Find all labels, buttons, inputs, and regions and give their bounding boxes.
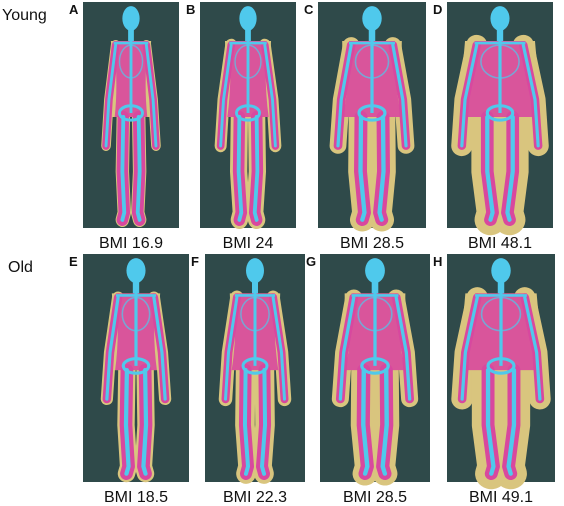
bone-leg bbox=[377, 114, 386, 222]
pelvis bbox=[485, 104, 515, 122]
pelvis bbox=[241, 357, 269, 375]
bmi-caption: BMI 28.5 bbox=[340, 235, 404, 252]
panel-letter: F bbox=[191, 254, 199, 269]
bone-arm bbox=[460, 43, 479, 148]
bone-leg bbox=[505, 114, 515, 222]
bmi-caption: BMI 24 bbox=[223, 235, 274, 252]
pelvis bbox=[235, 104, 261, 122]
bone-arm bbox=[224, 295, 239, 401]
ribcage bbox=[354, 44, 390, 79]
bone-leg bbox=[236, 114, 244, 222]
bone-arm bbox=[152, 295, 167, 401]
neck bbox=[368, 28, 376, 42]
panel-letter: H bbox=[433, 254, 442, 269]
panel-letter: E bbox=[69, 254, 78, 269]
bone-arm bbox=[521, 43, 540, 148]
bone-arm bbox=[391, 43, 408, 148]
panel-letter: D bbox=[433, 2, 442, 17]
body-scan bbox=[218, 258, 292, 484]
ribcage bbox=[118, 44, 144, 79]
bone-leg bbox=[260, 367, 268, 476]
bmi-caption: BMI 49.1 bbox=[469, 489, 533, 506]
bone-leg bbox=[361, 367, 370, 476]
bone-arm bbox=[144, 43, 158, 148]
head bbox=[239, 6, 257, 31]
head bbox=[122, 6, 140, 31]
row-label: Old bbox=[8, 259, 33, 276]
head bbox=[490, 6, 510, 31]
ribcage bbox=[234, 44, 262, 79]
head bbox=[126, 258, 146, 284]
neck bbox=[371, 280, 379, 294]
bone-leg bbox=[485, 367, 496, 476]
bone-arm bbox=[460, 295, 479, 401]
bmi-caption: BMI 28.5 bbox=[343, 489, 407, 506]
bone-arm bbox=[394, 295, 412, 401]
bone-leg bbox=[123, 367, 131, 476]
ribcage bbox=[240, 296, 270, 332]
bone-leg bbox=[141, 367, 149, 476]
bone-arm bbox=[104, 43, 118, 148]
body-scan bbox=[451, 6, 549, 236]
pelvis bbox=[360, 357, 390, 375]
pelvis bbox=[118, 104, 144, 122]
panel-letter: B bbox=[186, 2, 195, 17]
body-scan bbox=[329, 6, 415, 232]
neck bbox=[252, 280, 258, 294]
bone-arm bbox=[523, 295, 542, 401]
bone-arm bbox=[271, 295, 286, 401]
neck bbox=[245, 28, 251, 42]
bone-leg bbox=[506, 367, 517, 476]
bone-leg bbox=[135, 114, 142, 222]
bone-leg bbox=[485, 114, 495, 222]
bone-arm bbox=[105, 295, 120, 401]
head bbox=[362, 6, 382, 31]
bone-arm bbox=[263, 43, 277, 148]
panel-letter: A bbox=[69, 2, 79, 17]
bone-arm bbox=[336, 43, 353, 148]
pelvis bbox=[121, 357, 151, 375]
body-scan bbox=[451, 258, 551, 490]
ribcage bbox=[121, 296, 151, 332]
neck bbox=[497, 280, 505, 294]
bone-leg bbox=[358, 114, 367, 222]
head bbox=[246, 258, 264, 284]
bone-arm bbox=[338, 295, 356, 401]
ribcage bbox=[480, 44, 520, 79]
body-scan bbox=[214, 6, 282, 230]
body-scan bbox=[101, 6, 161, 227]
pelvis bbox=[357, 104, 387, 122]
neck bbox=[132, 280, 140, 294]
panel-letter: G bbox=[306, 254, 316, 269]
ribcage bbox=[480, 296, 522, 332]
bone-leg bbox=[120, 114, 127, 222]
bmi-caption: BMI 18.5 bbox=[104, 489, 168, 506]
neck bbox=[496, 28, 504, 42]
bmi-caption: BMI 48.1 bbox=[468, 235, 532, 252]
row-label: Young bbox=[2, 7, 47, 24]
bone-leg bbox=[242, 367, 250, 476]
bone-arm bbox=[219, 43, 233, 148]
bmi-caption: BMI 16.9 bbox=[99, 235, 163, 252]
bmi-caption: BMI 22.3 bbox=[223, 489, 287, 506]
ribcage bbox=[357, 296, 393, 332]
body-scan bbox=[100, 258, 172, 483]
neck bbox=[128, 28, 134, 42]
panel-letter: C bbox=[304, 2, 314, 17]
bone-leg bbox=[252, 114, 260, 222]
head bbox=[365, 258, 385, 284]
body-scan bbox=[331, 258, 419, 486]
bone-leg bbox=[380, 367, 389, 476]
pelvis bbox=[486, 357, 516, 375]
head bbox=[491, 258, 511, 284]
